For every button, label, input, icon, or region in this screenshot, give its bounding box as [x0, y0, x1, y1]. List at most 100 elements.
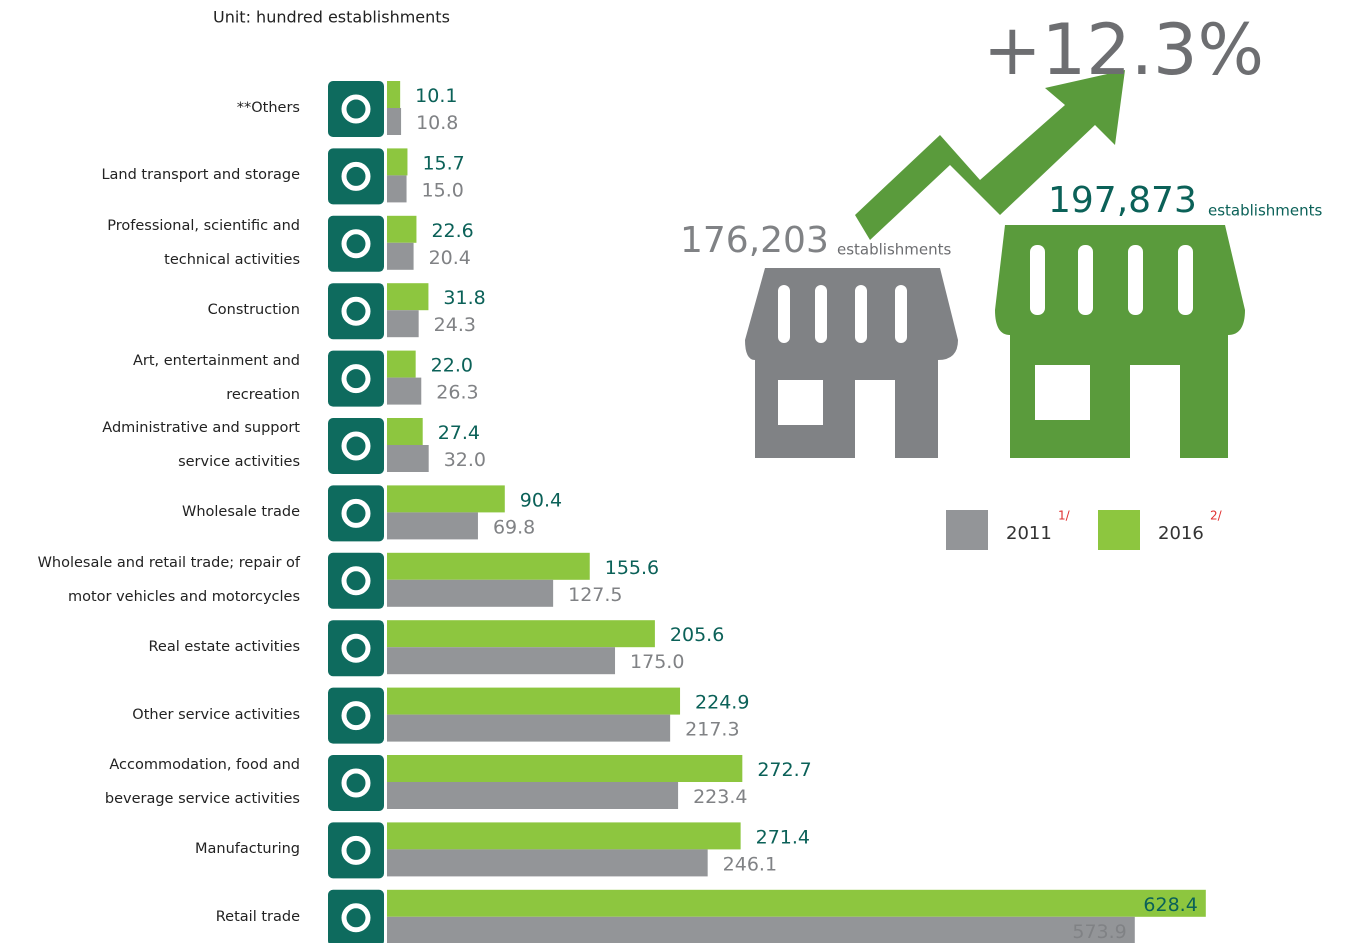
category-label: Wholesale and retail trade; repair of mo… — [37, 554, 300, 605]
category-label: Administrative and support service activ… — [102, 420, 300, 470]
category-icon — [328, 552, 384, 609]
category-icon — [328, 889, 384, 943]
category-icon — [328, 755, 384, 811]
icon-glyph — [341, 431, 371, 461]
category-icon — [328, 283, 384, 340]
icon-glyph — [341, 229, 371, 259]
category-label: Professional, scientific and technical a… — [107, 217, 300, 268]
value-label: 27.4 — [438, 422, 480, 444]
category-label: Other service activities — [132, 706, 300, 723]
category-label: Manufacturing — [195, 841, 300, 858]
icon-glyph — [341, 94, 371, 124]
value-label: 10.8 — [416, 112, 458, 134]
icon-glyph — [341, 161, 371, 191]
category-label: Land transport and storage — [101, 167, 300, 184]
icon-glyph — [341, 768, 371, 798]
total-unit: establishments — [1208, 202, 1323, 220]
category-label: **Others — [236, 100, 300, 116]
legend-label: 2011 — [1006, 523, 1052, 544]
bar — [387, 579, 554, 607]
category-label: Art, entertainment and recreation — [132, 352, 300, 403]
icon-glyph — [341, 566, 371, 596]
icon-glyph — [341, 701, 371, 731]
bar — [387, 755, 743, 782]
value-label: 205.6 — [670, 624, 724, 646]
legend-label: 2016 — [1158, 523, 1204, 544]
bar — [387, 889, 1206, 917]
bar — [387, 283, 429, 311]
value-label: 155.6 — [605, 557, 659, 579]
value-label: 69.8 — [493, 516, 535, 538]
bar — [387, 916, 1135, 943]
category-label: Construction — [207, 302, 300, 319]
value-label: 217.3 — [685, 719, 739, 741]
value-label: 246.1 — [723, 853, 777, 875]
value-label: 271.4 — [756, 826, 810, 848]
total-2011: 176,203 — [680, 220, 829, 261]
value-label: 573.9 — [1072, 921, 1126, 943]
bar — [387, 822, 741, 850]
value-label: 90.4 — [520, 489, 562, 511]
bar — [387, 108, 402, 135]
bar — [387, 350, 416, 378]
change-label: +12.3% — [983, 9, 1264, 91]
category-icon — [328, 350, 384, 407]
value-label: 26.3 — [436, 382, 478, 404]
value-label: 223.4 — [693, 786, 747, 808]
legend-swatch — [1098, 510, 1140, 550]
bar — [387, 620, 655, 648]
total-2016: 197,873 — [1048, 180, 1197, 221]
icon-glyph — [341, 835, 371, 865]
bar — [387, 782, 679, 809]
legend-note: 2/ — [1210, 509, 1223, 523]
category-icon — [328, 81, 384, 137]
shop-2011 — [745, 268, 958, 458]
growth-arrow — [855, 70, 1125, 240]
value-label: 32.0 — [444, 449, 486, 471]
bar — [387, 512, 478, 540]
category-icon — [328, 485, 384, 542]
bar — [387, 849, 708, 877]
category-label: Real estate activities — [148, 639, 301, 656]
value-label: 628.4 — [1143, 894, 1197, 916]
bar — [387, 647, 616, 675]
bar — [387, 418, 423, 445]
category-icon — [328, 148, 384, 205]
value-label: 31.8 — [443, 287, 485, 309]
value-label: 10.1 — [415, 85, 457, 107]
value-label: 22.6 — [431, 220, 473, 242]
value-label: 15.0 — [422, 179, 464, 201]
icon-glyph — [341, 498, 371, 528]
value-label: 127.5 — [568, 584, 622, 606]
legend-swatch — [946, 510, 988, 550]
bar — [387, 445, 429, 472]
bar — [387, 714, 671, 742]
bar — [387, 687, 681, 715]
legend-note: 1/ — [1058, 509, 1071, 523]
bar — [387, 175, 407, 203]
category-icon — [328, 822, 384, 879]
shop-2016 — [995, 225, 1245, 458]
category-icon — [328, 418, 384, 474]
icon-glyph — [341, 903, 371, 933]
icon-glyph — [341, 364, 371, 394]
value-label: 24.3 — [434, 314, 476, 336]
bar — [387, 485, 505, 513]
icon-glyph — [341, 633, 371, 663]
bar — [387, 215, 417, 243]
value-label: 224.9 — [695, 692, 749, 714]
category-icon — [328, 620, 384, 677]
category-label: Wholesale trade — [181, 504, 300, 521]
category-label: Retail trade — [215, 908, 300, 925]
bar — [387, 310, 419, 338]
total-unit: establishments — [837, 241, 952, 259]
value-label: 272.7 — [757, 759, 811, 781]
value-label: 20.4 — [429, 247, 471, 269]
value-label: 175.0 — [630, 651, 684, 673]
value-label: 22.0 — [431, 355, 473, 377]
category-label: Accommodation, food and beverage service… — [104, 757, 300, 807]
value-label: 15.7 — [422, 152, 464, 174]
bar — [387, 552, 590, 580]
